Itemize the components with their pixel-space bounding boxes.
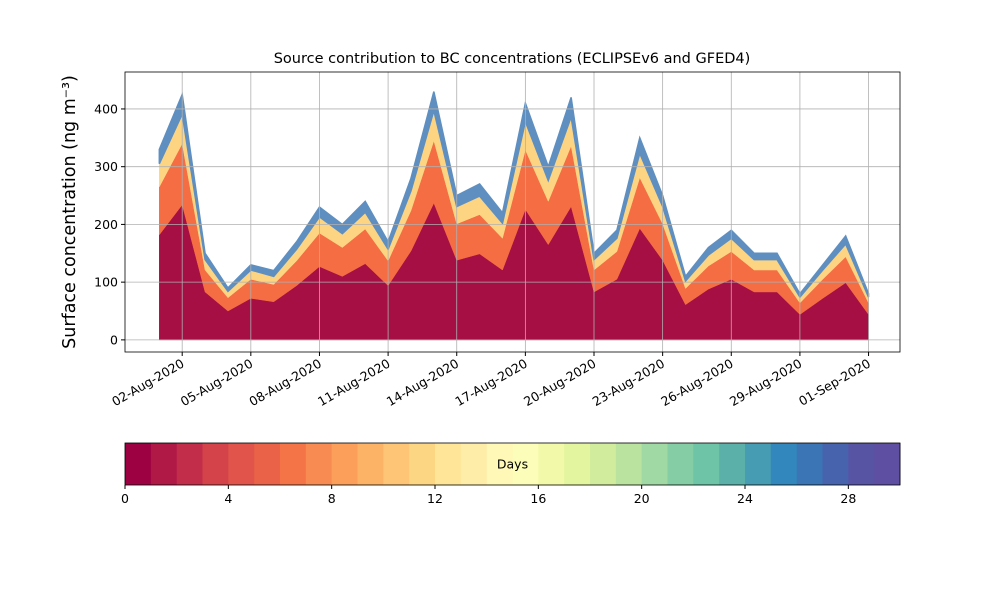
colorbar-cell [770,443,798,485]
x-tick-label: 26-Aug-2020 [658,356,736,409]
x-tick-label: 01-Sep-2020 [796,356,873,409]
y-tick-label: 0 [110,332,118,347]
colorbar-cell [719,443,746,485]
colorbar-cell [796,443,823,485]
colorbar-cell [331,443,358,485]
colorbar-cell [409,443,436,485]
colorbar-cell [176,443,203,485]
colorbar-tick-label: 0 [121,491,129,506]
x-tick-label: 11-Aug-2020 [315,356,393,409]
colorbar-cell [667,443,694,485]
colorbar-cell [693,443,720,485]
colorbar-cell [305,443,333,485]
colorbar-tick-label: 12 [427,491,443,506]
colorbar-tick-label: 4 [224,491,232,506]
colorbar-cell [564,443,591,485]
colorbar-cell [383,443,410,485]
colorbar-cell [486,443,513,485]
colorbar-cell [641,443,668,485]
colorbar-tick-label: 24 [737,491,753,506]
colorbar-frame [124,442,901,486]
x-tick-label: 17-Aug-2020 [452,356,530,409]
colorbar-cell [745,443,772,485]
colorbar-cell [848,443,875,485]
x-tick-label: 05-Aug-2020 [178,356,256,409]
y-tick-label: 200 [94,217,118,232]
colorbar-cell [150,443,178,485]
plot-frame [124,71,901,353]
x-tick-label: 23-Aug-2020 [590,356,668,409]
colorbar-cell [280,443,307,485]
colorbar-cell [822,443,849,485]
colorbar-cell [125,443,152,485]
y-tick-label: 300 [94,159,118,174]
colorbar-cell [874,443,901,485]
colorbar-cell [512,443,539,485]
colorbar-tick-label: 8 [328,491,336,506]
colorbar-cell [538,443,565,485]
colorbar-tick-label: 20 [634,491,650,506]
x-tick-label: 08-Aug-2020 [246,356,324,409]
y-axis-label: Surface concentration (ng m⁻³) [60,75,80,349]
colorbar-cell [590,443,617,485]
colorbar-cell [228,443,255,485]
chart-title: Source contribution to BC concentrations… [274,51,751,67]
colorbar-cell [254,443,281,485]
colorbar-label: Days [497,457,528,472]
y-tick-label: 400 [94,101,118,116]
colorbar-cell [202,443,229,485]
colorbar-cell [615,443,643,485]
x-tick-label: 29-Aug-2020 [727,356,805,409]
colorbar-tick-label: 28 [840,491,856,506]
colorbar-cell [435,443,462,485]
x-tick-label: 14-Aug-2020 [384,356,462,409]
colorbar-tick-label: 16 [530,491,546,506]
colorbar-cell [357,443,384,485]
x-tick-label: 20-Aug-2020 [521,356,599,409]
y-tick-label: 100 [94,275,118,290]
colorbar-cell [460,443,488,485]
x-tick-label: 02-Aug-2020 [109,356,187,409]
